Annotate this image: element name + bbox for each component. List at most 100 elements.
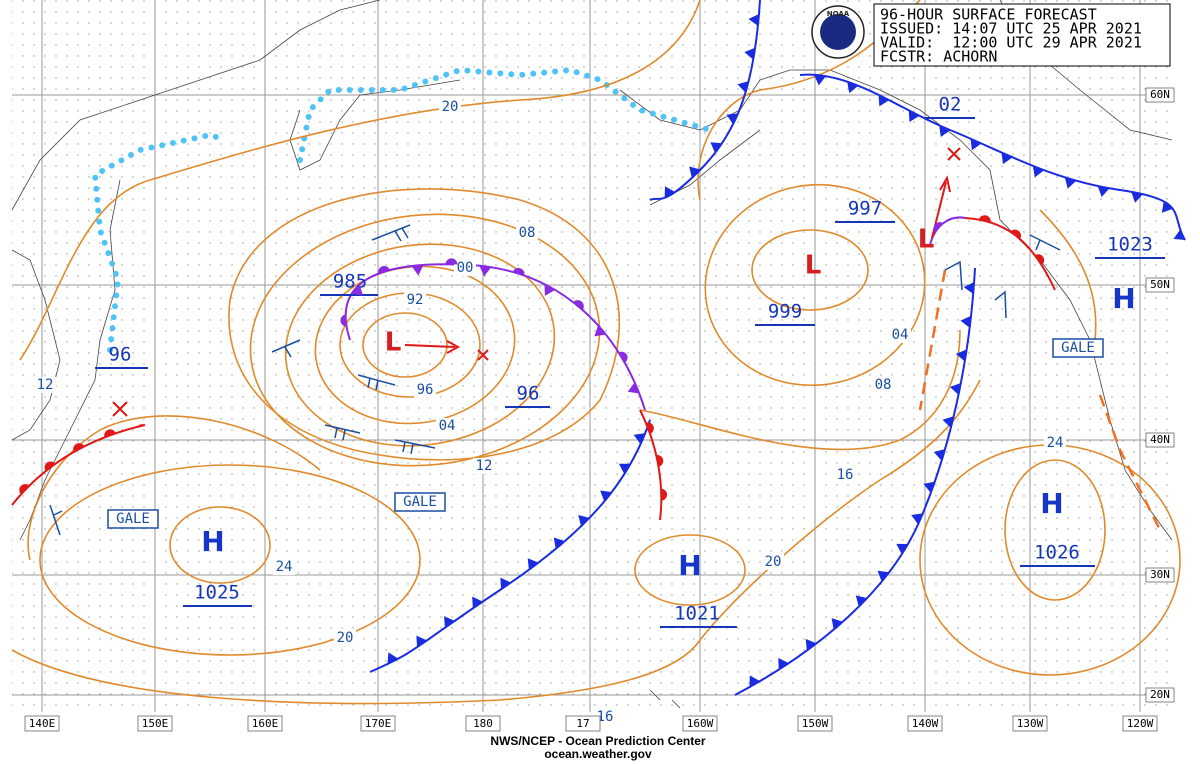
- noaa-logo-inner: [820, 14, 856, 50]
- front-barb: [726, 113, 739, 125]
- front-bump: [573, 300, 584, 310]
- gale-warning: GALE: [1061, 340, 1095, 356]
- front-barb: [1001, 152, 1013, 165]
- latitude-box: [1145, 87, 1175, 103]
- front-barb: [578, 515, 590, 527]
- isobar-label: 12: [476, 458, 493, 474]
- isobar-labels: 20 08 00 92 96 04 12 16 04 08 24 24 20 20 16 12: [34, 99, 1066, 725]
- front-bump: [104, 429, 116, 438]
- isobar-label-bg: [334, 630, 356, 646]
- isobar-label-bg: [516, 225, 538, 241]
- front-bump: [445, 258, 458, 265]
- high-symbol: H: [1040, 487, 1063, 520]
- isobar-label-bg: [762, 554, 784, 570]
- high-pressure: 1025: [194, 582, 240, 604]
- motion-arrows: [112, 147, 961, 417]
- front-barb: [748, 13, 759, 26]
- latitude-label: 60N: [1150, 88, 1170, 101]
- front-barb: [411, 264, 424, 276]
- trough: [918, 269, 947, 411]
- low-pressure: 985: [333, 271, 367, 293]
- longitude-box: [360, 715, 396, 732]
- isobar-label: 16: [837, 467, 854, 483]
- latitude-label: 20N: [1150, 688, 1170, 701]
- front-bump: [618, 351, 628, 363]
- front-barb: [896, 543, 908, 555]
- latitude-label: 30N: [1150, 568, 1170, 581]
- isobar-label-bg: [454, 260, 476, 276]
- front-barb: [942, 416, 954, 428]
- gale-warning: GALE: [403, 494, 437, 510]
- front-barb: [710, 142, 723, 154]
- isobar-label: 04: [892, 327, 909, 343]
- gale-warning: GALE: [116, 511, 150, 527]
- isobar-label-bg: [436, 418, 458, 434]
- front-barb: [778, 657, 789, 670]
- warning-box: [394, 492, 446, 512]
- longitude-box: [24, 715, 60, 732]
- low-pressure: 999: [768, 301, 802, 323]
- front-barb: [444, 616, 455, 628]
- front-bump: [1034, 254, 1045, 266]
- front-barb: [479, 265, 492, 277]
- isobar-label: 12: [37, 377, 54, 393]
- isobar-label-bg: [439, 99, 461, 115]
- isobar-label-bg: [273, 559, 295, 575]
- longitude-label: 160W: [687, 717, 714, 730]
- front-bump: [656, 454, 664, 467]
- isobar-label: 20: [337, 630, 354, 646]
- footer-url: ocean.weather.gov: [544, 747, 652, 761]
- header-box: [873, 3, 1171, 67]
- front-bump: [1010, 229, 1022, 240]
- front-barb: [633, 433, 646, 445]
- front-pressure: 1023: [1107, 234, 1153, 256]
- occluded-front: [929, 216, 966, 246]
- isobar-label: 24: [1047, 435, 1064, 451]
- front-barb: [627, 382, 640, 394]
- front-barb: [737, 81, 749, 93]
- front-barb: [805, 638, 817, 651]
- front-barb: [813, 74, 826, 86]
- front-bump: [645, 422, 654, 434]
- front-barb: [923, 481, 935, 493]
- isobar-label: 20: [442, 99, 459, 115]
- isobar-label: 96: [417, 382, 434, 398]
- front-barb: [689, 166, 701, 178]
- front-barb: [387, 652, 399, 665]
- trough: [1098, 394, 1162, 531]
- front-bump: [512, 267, 525, 276]
- isobar-label-bg: [889, 327, 911, 343]
- front-barb: [351, 284, 364, 296]
- front-barb: [749, 675, 760, 688]
- longitude-box: [1012, 715, 1048, 732]
- isobar-label: 08: [519, 225, 536, 241]
- warning-box: [107, 509, 159, 529]
- isobar-label: 20: [765, 554, 782, 570]
- longitude-label: 180: [473, 717, 493, 730]
- front-barb: [847, 81, 859, 94]
- latitude-label: 50N: [1150, 278, 1170, 291]
- cold-front: [799, 73, 1186, 241]
- latitude-box: [1145, 567, 1175, 583]
- front-barb: [1032, 165, 1045, 178]
- high-symbol: H: [678, 549, 701, 582]
- front-barb: [911, 513, 923, 525]
- front-barb: [1097, 186, 1110, 197]
- front-barb: [831, 618, 843, 630]
- low-symbol: L: [805, 251, 822, 281]
- front-barb: [1161, 201, 1173, 213]
- longitude-label: 150W: [802, 717, 829, 730]
- front-pressure: 96: [517, 383, 540, 405]
- high-pressure: 1021: [674, 603, 720, 625]
- front-bump: [933, 222, 944, 233]
- low-symbol: L: [918, 225, 935, 255]
- isobars: [11, 0, 1181, 705]
- front-bump: [340, 314, 347, 327]
- front-bump: [19, 484, 30, 495]
- front-barb: [960, 315, 972, 328]
- front-bump: [661, 488, 668, 501]
- front-bump: [44, 461, 56, 472]
- longitude-label: 130W: [1017, 717, 1044, 730]
